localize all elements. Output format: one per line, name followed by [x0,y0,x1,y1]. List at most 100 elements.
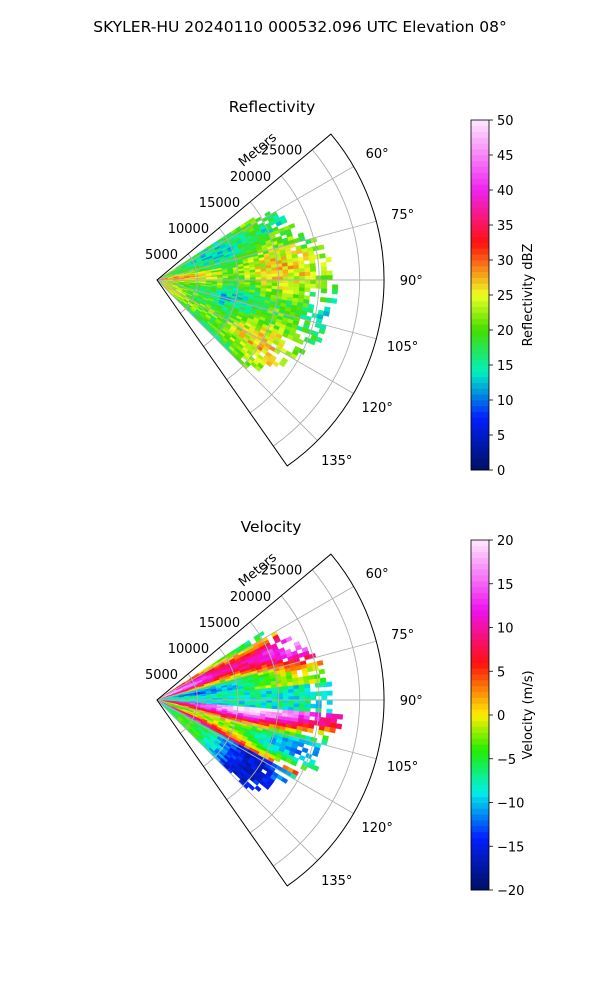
colorbar-segment [471,610,489,617]
field-cell [335,723,343,730]
field-cell [298,287,306,292]
field-cell [308,338,316,346]
colorbar-segment [471,790,489,798]
range-tick-label: 20000 [230,170,271,185]
field-cell [282,696,289,701]
colorbar-segment [471,680,489,687]
colorbar-tick-label: −10 [497,797,524,812]
colorbar-tick-label: 30 [497,254,514,269]
field-cell [320,261,327,268]
field-cell [299,699,306,705]
field-cell [320,266,328,272]
field-cell [332,284,339,290]
colorbar-segment [471,761,489,768]
azimuth-gridline [156,166,354,281]
colorbar-segment [471,563,489,570]
azimuth-gridline [156,586,354,701]
field-cell [293,696,300,701]
range-tick-label: 15000 [199,196,240,211]
field-cell [329,727,337,734]
colorbar-segment [471,184,489,191]
azimuth-tick-label: 90° [400,694,423,709]
colorbar-segment [471,738,489,745]
field-cell [330,298,338,304]
field-cell [265,360,273,368]
colorbar-segment [471,405,489,413]
colorbar-segment [471,820,489,827]
field-cell [306,307,314,314]
field-cell [308,678,316,685]
azimuth-tick-label: 135° [321,454,352,469]
field-cell [271,693,278,698]
colorbar-segment [471,540,489,547]
field-cell [298,754,306,762]
azimuth-tick-label: 120° [362,401,393,416]
field-cell [325,297,332,304]
field-cell [330,718,338,724]
range-tick-label: 15000 [199,616,240,631]
colorbar-segment [471,639,489,646]
colorbar-segment [471,592,489,599]
field-cell [310,275,317,281]
colorbar-tick-label: 10 [497,622,514,637]
colorbar-segment [471,796,489,803]
field-cell [310,283,317,289]
colorbar-segment [471,674,489,681]
field-cell [309,711,316,717]
field-cell [249,274,256,278]
field-cell [304,703,311,709]
field-cell [266,690,273,695]
polar-grid [156,569,384,867]
colorbar-tick-label: 20 [497,324,514,339]
field-cell [321,279,328,285]
colorbar-segment [471,604,489,611]
field-cell [308,258,316,265]
colorbar-segment [471,557,489,564]
colorbar-segment [471,341,489,348]
field-cell [271,699,278,704]
field-cell [304,263,311,269]
colorbar-segment [471,814,489,821]
colorbar-segment [471,178,489,185]
field-cell [293,692,300,697]
colorbar-segment [471,656,489,663]
colorbar-tick-label: −5 [497,753,516,768]
colorbar-segment [471,720,489,728]
colorbar-segment [471,248,489,255]
field-cell [299,692,306,697]
field-cell [321,275,328,281]
field-cell [298,688,306,693]
field-cell [320,288,328,294]
colorbar-segment [471,668,489,675]
colorbar-tick-label: 20 [497,534,514,549]
colorbar-segment [471,709,489,716]
colorbar-segment [471,575,489,582]
colorbar-segment [471,755,489,763]
field-cell [288,283,295,288]
field-cell [336,713,344,720]
field-cell [271,276,278,281]
field-cell [282,692,289,697]
azimuth-gridline [156,699,354,814]
field-cell [260,274,267,278]
field-cell [309,263,316,269]
field-cell [288,272,295,277]
field-cell [321,284,328,290]
colorbar-segment [471,726,489,733]
colorbar-segment [471,551,489,558]
colorbar-tick-label: 25 [497,289,514,304]
colorbar-segment [471,300,489,308]
colorbar-tick-label: 5 [497,665,505,680]
colorbar-segment [471,464,489,471]
field-cell [310,691,317,697]
field-cell [249,694,256,698]
azimuth-gridline [156,279,318,441]
colorbar-segment [471,446,489,453]
field-cell [299,283,306,288]
azimuth-tick-label: 75° [391,208,414,223]
field-cell [299,695,306,701]
colorbar-segment [471,586,489,593]
colorbar-segment [471,598,489,605]
colorbar-segment [471,860,489,868]
field-cell [244,694,251,698]
